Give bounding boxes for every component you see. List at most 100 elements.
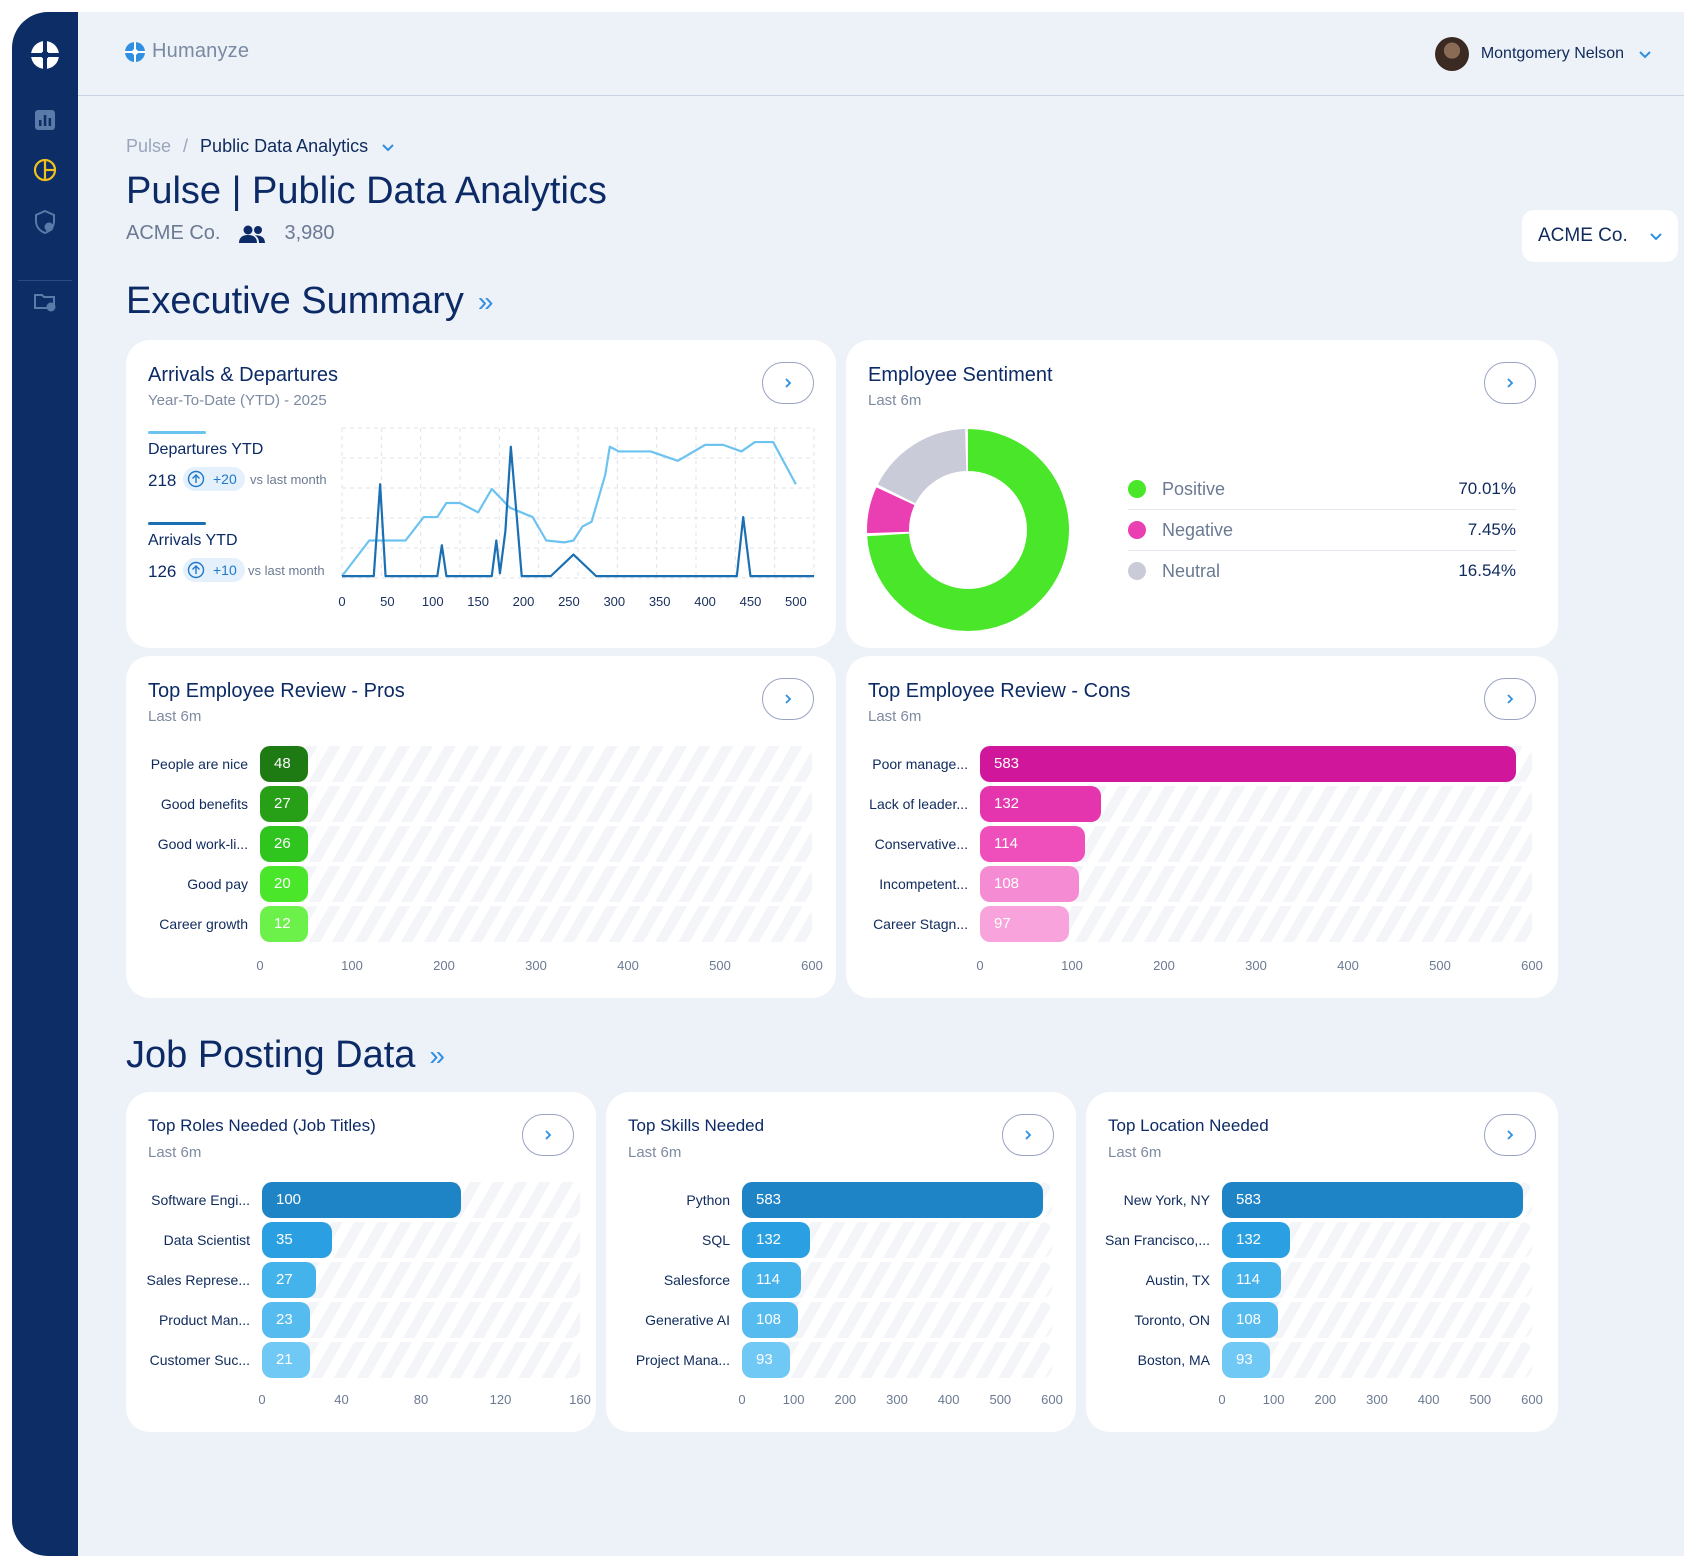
bar-category-label: People are nice [150,756,248,772]
breadcrumb-root[interactable]: Pulse [126,136,172,156]
app-window: Humanyze Montgomery Nelson Pulse / Publi… [12,12,1684,1556]
x-tick-label: 250 [558,594,580,609]
bar[interactable]: 583 [742,1182,1044,1218]
bar-category-label: Poor manage... [872,756,968,772]
bar-track [260,786,812,822]
bar[interactable]: 114 [1222,1262,1281,1298]
open-details-button[interactable] [762,362,814,404]
arrivals-delta: +10 [213,562,237,578]
card-top-locations: Top Location Needed Last 6m New York, NY… [1086,1092,1558,1432]
card-top-skills: Top Skills Needed Last 6m Python 583 SQL 13… [606,1092,1076,1432]
bar[interactable]: 132 [742,1222,811,1258]
avatar [1434,37,1469,71]
top-bar: Humanyze Montgomery Nelson [78,12,1684,96]
bar[interactable]: 20 [260,866,308,902]
bar[interactable]: 26 [260,826,308,862]
humanyze-logo-icon[interactable] [29,39,61,71]
analytics-icon[interactable] [33,108,57,132]
bar[interactable]: 97 [980,906,1070,942]
bar[interactable]: 27 [262,1262,316,1298]
section-executive-summary[interactable]: Executive Summary » [126,280,493,323]
bar-category-label: Austin, TX [1145,1272,1210,1288]
bar[interactable]: 583 [980,746,1517,782]
bar[interactable]: 93 [1222,1342,1271,1378]
breadcrumb-current[interactable]: Public Data Analytics [200,136,369,156]
open-details-button[interactable] [522,1114,574,1156]
bar[interactable]: 108 [742,1302,798,1338]
bar-category-label: Data Scientist [163,1232,250,1248]
arrivals-delta-badge: +10 [183,558,245,582]
legend-divider [1128,550,1516,551]
x-tick-label: 200 [1314,1392,1337,1407]
x-tick-label: 160 [569,1392,591,1407]
open-details-button[interactable] [1484,678,1536,720]
bar-value-label: 114 [994,835,1018,852]
bar[interactable]: 35 [262,1222,332,1258]
bar[interactable]: 132 [1222,1222,1291,1258]
bar[interactable]: 114 [980,826,1085,862]
open-details-button[interactable] [1002,1114,1054,1156]
negative-slice[interactable] [867,429,1069,631]
chevron-down-icon[interactable] [380,139,396,155]
x-tick-label: 300 [1366,1392,1388,1407]
bar[interactable]: 27 [260,786,308,822]
card-subtitle: Last 6m [628,1144,682,1161]
legend-value: 16.54% [1458,561,1516,580]
positive-slice[interactable] [867,429,1069,631]
bar[interactable]: 108 [1222,1302,1278,1338]
open-details-button[interactable] [1484,1114,1536,1156]
card-subtitle: Last 6m [868,392,922,409]
bar-value-label: 35 [276,1231,293,1248]
departures-vs: vs last month [250,472,327,487]
arrivals-swatch [148,522,206,525]
chevron-down-icon [1639,51,1651,59]
shield-user-icon[interactable] [33,210,57,234]
chevron-right-icon [1507,378,1514,388]
bar-value-label: 20 [274,875,291,892]
bar-value-label: 583 [994,755,1020,772]
bar[interactable]: 100 [262,1182,461,1218]
card-employee-sentiment: Employee Sentiment Last 6m Positive 70.0… [846,340,1558,648]
card-title: Top Skills Needed [628,1116,765,1135]
bar-category-label: Product Man... [158,1312,250,1328]
pulse-icon[interactable] [33,158,57,182]
bar-category-label: Conservative... [874,836,968,852]
brand[interactable]: Humanyze [124,40,249,63]
open-details-button[interactable] [762,678,814,720]
bar[interactable]: 23 [262,1302,310,1338]
bar-category-label: New York, NY [1123,1192,1210,1208]
x-tick-label: 450 [740,594,762,609]
card-subtitle: Year-To-Date (YTD) - 2025 [148,392,327,409]
bar-category-label: Software Engi... [151,1192,250,1208]
bar[interactable]: 583 [1222,1182,1524,1218]
bar-value-label: 26 [274,835,291,852]
legend-positive: Positive 70.01% [1128,469,1516,509]
bar[interactable]: 108 [980,866,1080,902]
user-menu[interactable]: Montgomery Nelson [1434,37,1654,71]
company-select[interactable]: ACME Co. [1522,210,1678,262]
arrivals-series-line [342,445,814,578]
double-chevron-icon: » [429,1039,445,1071]
bar[interactable]: 48 [260,746,308,782]
bar[interactable]: 132 [980,786,1102,822]
bar-track [260,746,812,782]
bar[interactable]: 21 [262,1342,310,1378]
bar-category-label: Sales Represe... [146,1272,251,1288]
legend-divider [1128,509,1516,510]
bar[interactable]: 93 [742,1342,791,1378]
bar-value-label: 23 [276,1311,293,1328]
departures-value: 218 [148,471,177,490]
bar-category-label: Generative AI [645,1312,730,1328]
chevron-right-icon [785,378,792,388]
page-subtitle: ACME Co. 3,980 [126,222,335,245]
section-job-posting-data[interactable]: Job Posting Data » [126,1034,445,1077]
bar-value-label: 27 [276,1271,293,1288]
open-details-button[interactable] [1484,362,1536,404]
bar[interactable]: 12 [260,906,308,942]
card-subtitle: Last 6m [1108,1144,1162,1161]
folder-info-icon[interactable] [33,290,57,314]
bar[interactable]: 114 [742,1262,801,1298]
card-title: Arrivals & Departures [148,364,339,386]
card-title: Top Location Needed [1108,1116,1269,1135]
x-tick-label: 100 [422,594,444,609]
